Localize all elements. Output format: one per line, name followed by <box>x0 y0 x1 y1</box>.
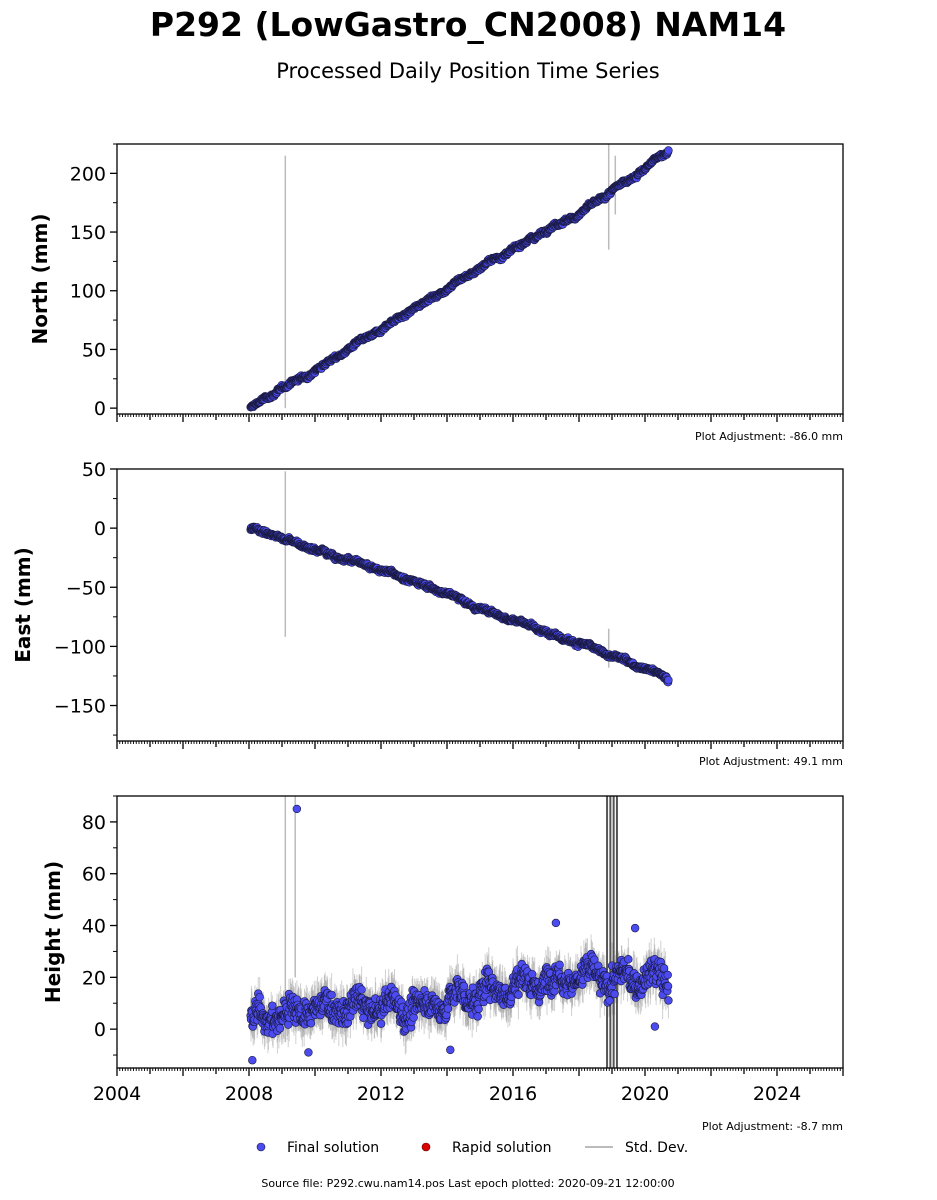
figure-title: P292 (LowGastro_CN2008) NAM14 <box>150 5 786 44</box>
y-tick-label: 150 <box>70 222 106 244</box>
y-tick-label: 0 <box>94 398 106 420</box>
plot-area <box>246 144 673 412</box>
y-tick-label: −100 <box>54 636 106 658</box>
final-solution-point <box>664 146 673 155</box>
y-axis-label: North (mm) <box>28 213 52 344</box>
y-tick-label: 50 <box>82 459 106 481</box>
axes-frame <box>116 143 844 415</box>
final-solution-point <box>664 675 673 685</box>
north-panel: 0 50 100 150 200 North (mm) <box>28 143 844 422</box>
y-tick-label: 200 <box>70 163 106 185</box>
y-tick-label: 100 <box>70 281 106 303</box>
y-tick-label: −150 <box>54 696 106 718</box>
final-solution-points <box>246 146 673 412</box>
y-tick-label: 0 <box>94 518 106 540</box>
final-solution-points <box>246 522 673 687</box>
y-tick-label: −50 <box>66 577 106 599</box>
figure-subtitle: Processed Daily Position Time Series <box>276 59 660 83</box>
y-tick-label: 50 <box>82 339 106 361</box>
plot-area <box>246 471 673 687</box>
